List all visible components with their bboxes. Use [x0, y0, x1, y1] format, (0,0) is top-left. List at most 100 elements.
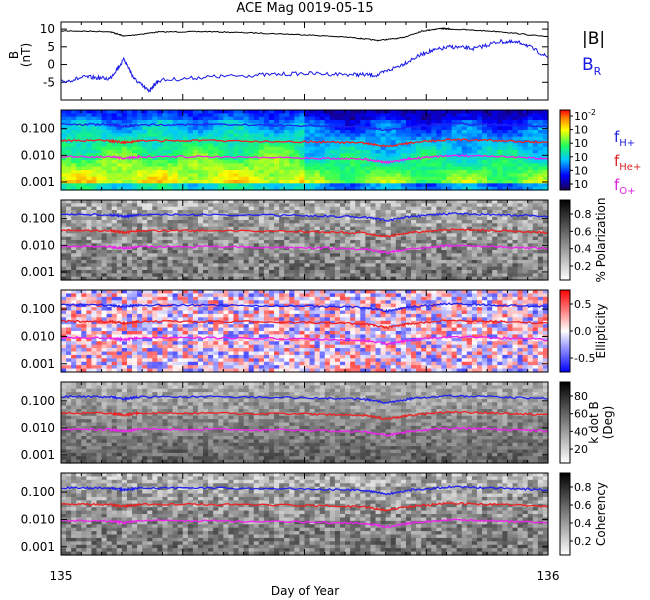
heatmap-cell — [147, 170, 153, 174]
heatmap-cell — [299, 210, 306, 214]
heatmap-cell — [218, 163, 224, 168]
heatmap-cell — [512, 200, 519, 204]
heatmap-cell — [192, 230, 199, 234]
heatmap-cell — [101, 206, 108, 211]
heatmap-cell — [253, 273, 260, 278]
heatmap-cell — [197, 273, 204, 278]
heatmap-cell — [258, 163, 265, 168]
heatmap-cell — [416, 223, 422, 228]
heatmap-cell — [284, 116, 290, 121]
heatmap-cell — [142, 203, 148, 208]
colorbar-tick-label: 10-2 — [574, 108, 596, 123]
heatmap-cell — [106, 170, 113, 174]
heatmap-cell — [492, 116, 498, 121]
heatmap-cell — [390, 206, 397, 211]
heatmap-cell — [512, 120, 519, 124]
heatmap-cell — [142, 116, 148, 121]
heatmap-cell — [471, 150, 478, 154]
heatmap-cell — [507, 220, 514, 224]
heatmap-cell — [126, 136, 133, 141]
heatmap-cell — [289, 200, 295, 204]
heatmap-cell — [106, 266, 113, 271]
heatmap-cell — [431, 130, 437, 134]
heatmap-cell — [192, 140, 199, 144]
heatmap-cell — [208, 210, 214, 214]
heatmap-cell — [329, 136, 336, 141]
heatmap-cell — [314, 160, 321, 164]
heatmap-cell — [279, 260, 285, 264]
heatmap-cell — [517, 120, 524, 124]
heatmap-cell — [147, 113, 153, 118]
heatmap-cell — [542, 176, 549, 181]
heatmap-cell — [421, 130, 427, 134]
heatmap-cell — [203, 180, 209, 184]
heatmap-cell — [324, 206, 331, 211]
heatmap-cell — [233, 156, 240, 161]
heatmap-cell — [497, 220, 503, 224]
heatmap-cell — [350, 266, 356, 271]
heatmap-cell — [350, 250, 356, 254]
colorbar-tick-exponent: -2 — [588, 108, 596, 117]
heatmap-cell — [487, 156, 493, 161]
heatmap-cell — [71, 256, 77, 261]
heatmap-cell — [243, 210, 250, 214]
heatmap-cell — [91, 170, 98, 174]
heatmap-cell — [355, 270, 361, 274]
heatmap-cell — [238, 263, 245, 268]
heatmap-cell — [238, 180, 245, 184]
heatmap-cell — [446, 143, 453, 148]
heatmap-cell — [441, 223, 448, 228]
heatmap-cell — [360, 116, 366, 121]
heatmap-cell — [86, 226, 93, 231]
heatmap-cell — [507, 126, 514, 131]
heatmap-cell — [532, 120, 539, 124]
heatmap-cell — [471, 120, 478, 124]
heatmap-cell — [365, 266, 372, 271]
heatmap-cell — [400, 110, 407, 114]
heatmap-cell — [314, 233, 321, 238]
heatmap-cell — [482, 156, 488, 161]
heatmap-cell — [482, 260, 488, 264]
heatmap-cell — [334, 243, 341, 248]
heatmap-cell — [390, 150, 397, 154]
heatmap-cell — [395, 226, 402, 231]
heatmap-cell — [400, 260, 407, 264]
heatmap-cell — [172, 226, 179, 231]
heatmap-cell — [86, 123, 93, 128]
heatmap-cell — [334, 220, 341, 224]
heatmap-cell — [466, 186, 473, 191]
heatmap-cell — [71, 246, 77, 251]
heatmap-cell — [299, 173, 306, 178]
heatmap-cell — [132, 156, 138, 161]
heatmap-cell — [66, 186, 72, 191]
heatmap-cell — [274, 276, 280, 281]
heatmap-cell — [187, 180, 194, 184]
heatmap-cell — [345, 133, 351, 138]
heatmap-cell — [487, 246, 493, 251]
heatmap-cell — [137, 256, 143, 261]
heatmap-cell — [365, 166, 372, 171]
heatmap-cell — [492, 220, 498, 224]
colorbar-tick-label: 10 — [574, 164, 588, 177]
heatmap-cell — [314, 136, 321, 141]
heatmap-cell — [456, 270, 463, 274]
heatmap-cell — [157, 123, 164, 128]
heatmap-cell — [76, 240, 82, 244]
heatmap-cell — [309, 263, 316, 268]
heatmap-cell — [192, 143, 199, 148]
heatmap-cell — [86, 200, 93, 204]
heatmap-cell — [512, 236, 519, 241]
heatmap-cell — [71, 166, 77, 171]
heatmap-cell — [426, 246, 432, 251]
heatmap-cell — [142, 276, 148, 281]
heatmap-cell — [527, 163, 534, 168]
heatmap-cell — [101, 186, 108, 191]
heatmap-cell — [340, 253, 346, 258]
heatmap-cell — [187, 163, 194, 168]
heatmap-cell — [451, 200, 458, 204]
heatmap-cell — [132, 200, 138, 204]
heatmap-cell — [284, 156, 290, 161]
heatmap-cell — [385, 223, 392, 228]
heatmap-cell — [81, 203, 87, 208]
heatmap-cell — [365, 146, 372, 151]
